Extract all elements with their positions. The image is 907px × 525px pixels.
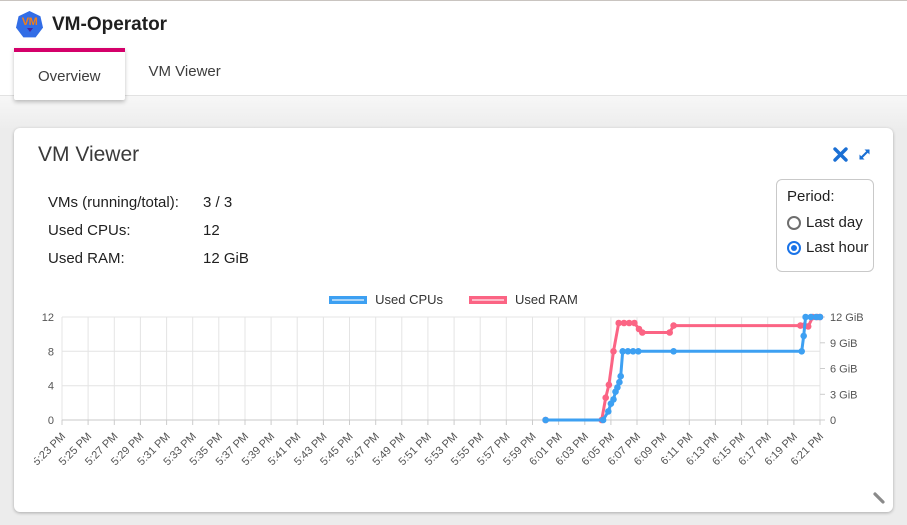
svg-text:8: 8 [48,346,54,358]
usage-chart: 5:23 PM 5:25 PM 5:27 PM 5:29 PM 5:31 PM 5:33 … [31,306,890,482]
svg-text:6 GiB: 6 GiB [830,364,858,376]
period-panel: Period: Last day Last hour [776,179,874,272]
radio-icon[interactable] [787,215,801,230]
stats-block: VMs (running/total): 3 / 3 Used CPUs: 12… [48,188,249,272]
expand-icon[interactable] [856,146,873,163]
stat-value: 3 / 3 [203,193,233,211]
svg-text:3 GiB: 3 GiB [830,389,858,401]
close-icon[interactable] [832,146,849,163]
svg-text:0: 0 [48,415,54,427]
stat-label: VMs (running/total): [48,193,179,211]
legend-item-cpus[interactable]: Used CPUs [329,292,443,307]
svg-text:9 GiB: 9 GiB [830,338,858,350]
vm-operator-logo-icon: VM [16,11,43,38]
svg-text:12: 12 [42,312,54,324]
svg-text:0: 0 [830,415,836,427]
app-title: VM-Operator [52,13,168,35]
radio-last-day[interactable]: Last day [787,210,863,235]
chart-legend: Used CPUs Used RAM [14,292,893,307]
logo-triangle [26,28,33,32]
svg-text:4: 4 [48,381,54,393]
vm-viewer-card: VM Viewer VMs (running/tot [14,128,893,512]
radio-icon[interactable] [787,240,801,255]
radio-label: Last hour [806,239,869,256]
stat-label: Used CPUs: [48,221,131,239]
legend-item-ram[interactable]: Used RAM [469,292,578,307]
resize-handle-icon[interactable] [870,489,888,507]
stat-value: 12 GiB [203,249,249,267]
card-title: VM Viewer [38,143,140,166]
stat-row-ram: Used RAM: 12 GiB [48,244,249,272]
tab-bar: Overview VM Viewer [0,48,907,100]
cpu-legend-swatch-icon [329,295,368,304]
stat-label: Used RAM: [48,249,125,267]
app-header: VM VM-Operator [0,1,907,48]
logo-text: VM [21,16,38,28]
card-actions [832,146,873,163]
tab-overview-label: Overview [38,67,101,85]
radio-last-hour[interactable]: Last hour [787,235,869,260]
stat-value: 12 [203,221,220,239]
tab-overview[interactable]: Overview [14,48,125,100]
svg-text:12 GiB: 12 GiB [830,312,864,324]
radio-label: Last day [806,214,863,231]
period-label: Period: [787,188,835,205]
stat-row-cpus: Used CPUs: 12 [48,216,249,244]
legend-label: Used CPUs [375,292,444,307]
ram-legend-swatch-icon [469,295,508,304]
page-body: VM Viewer VMs (running/tot [0,96,907,525]
tab-vm-viewer-label: VM Viewer [148,63,221,80]
legend-label: Used RAM [515,292,578,307]
stat-row-vms: VMs (running/total): 3 / 3 [48,188,249,216]
tab-vm-viewer[interactable]: VM Viewer [125,48,245,95]
